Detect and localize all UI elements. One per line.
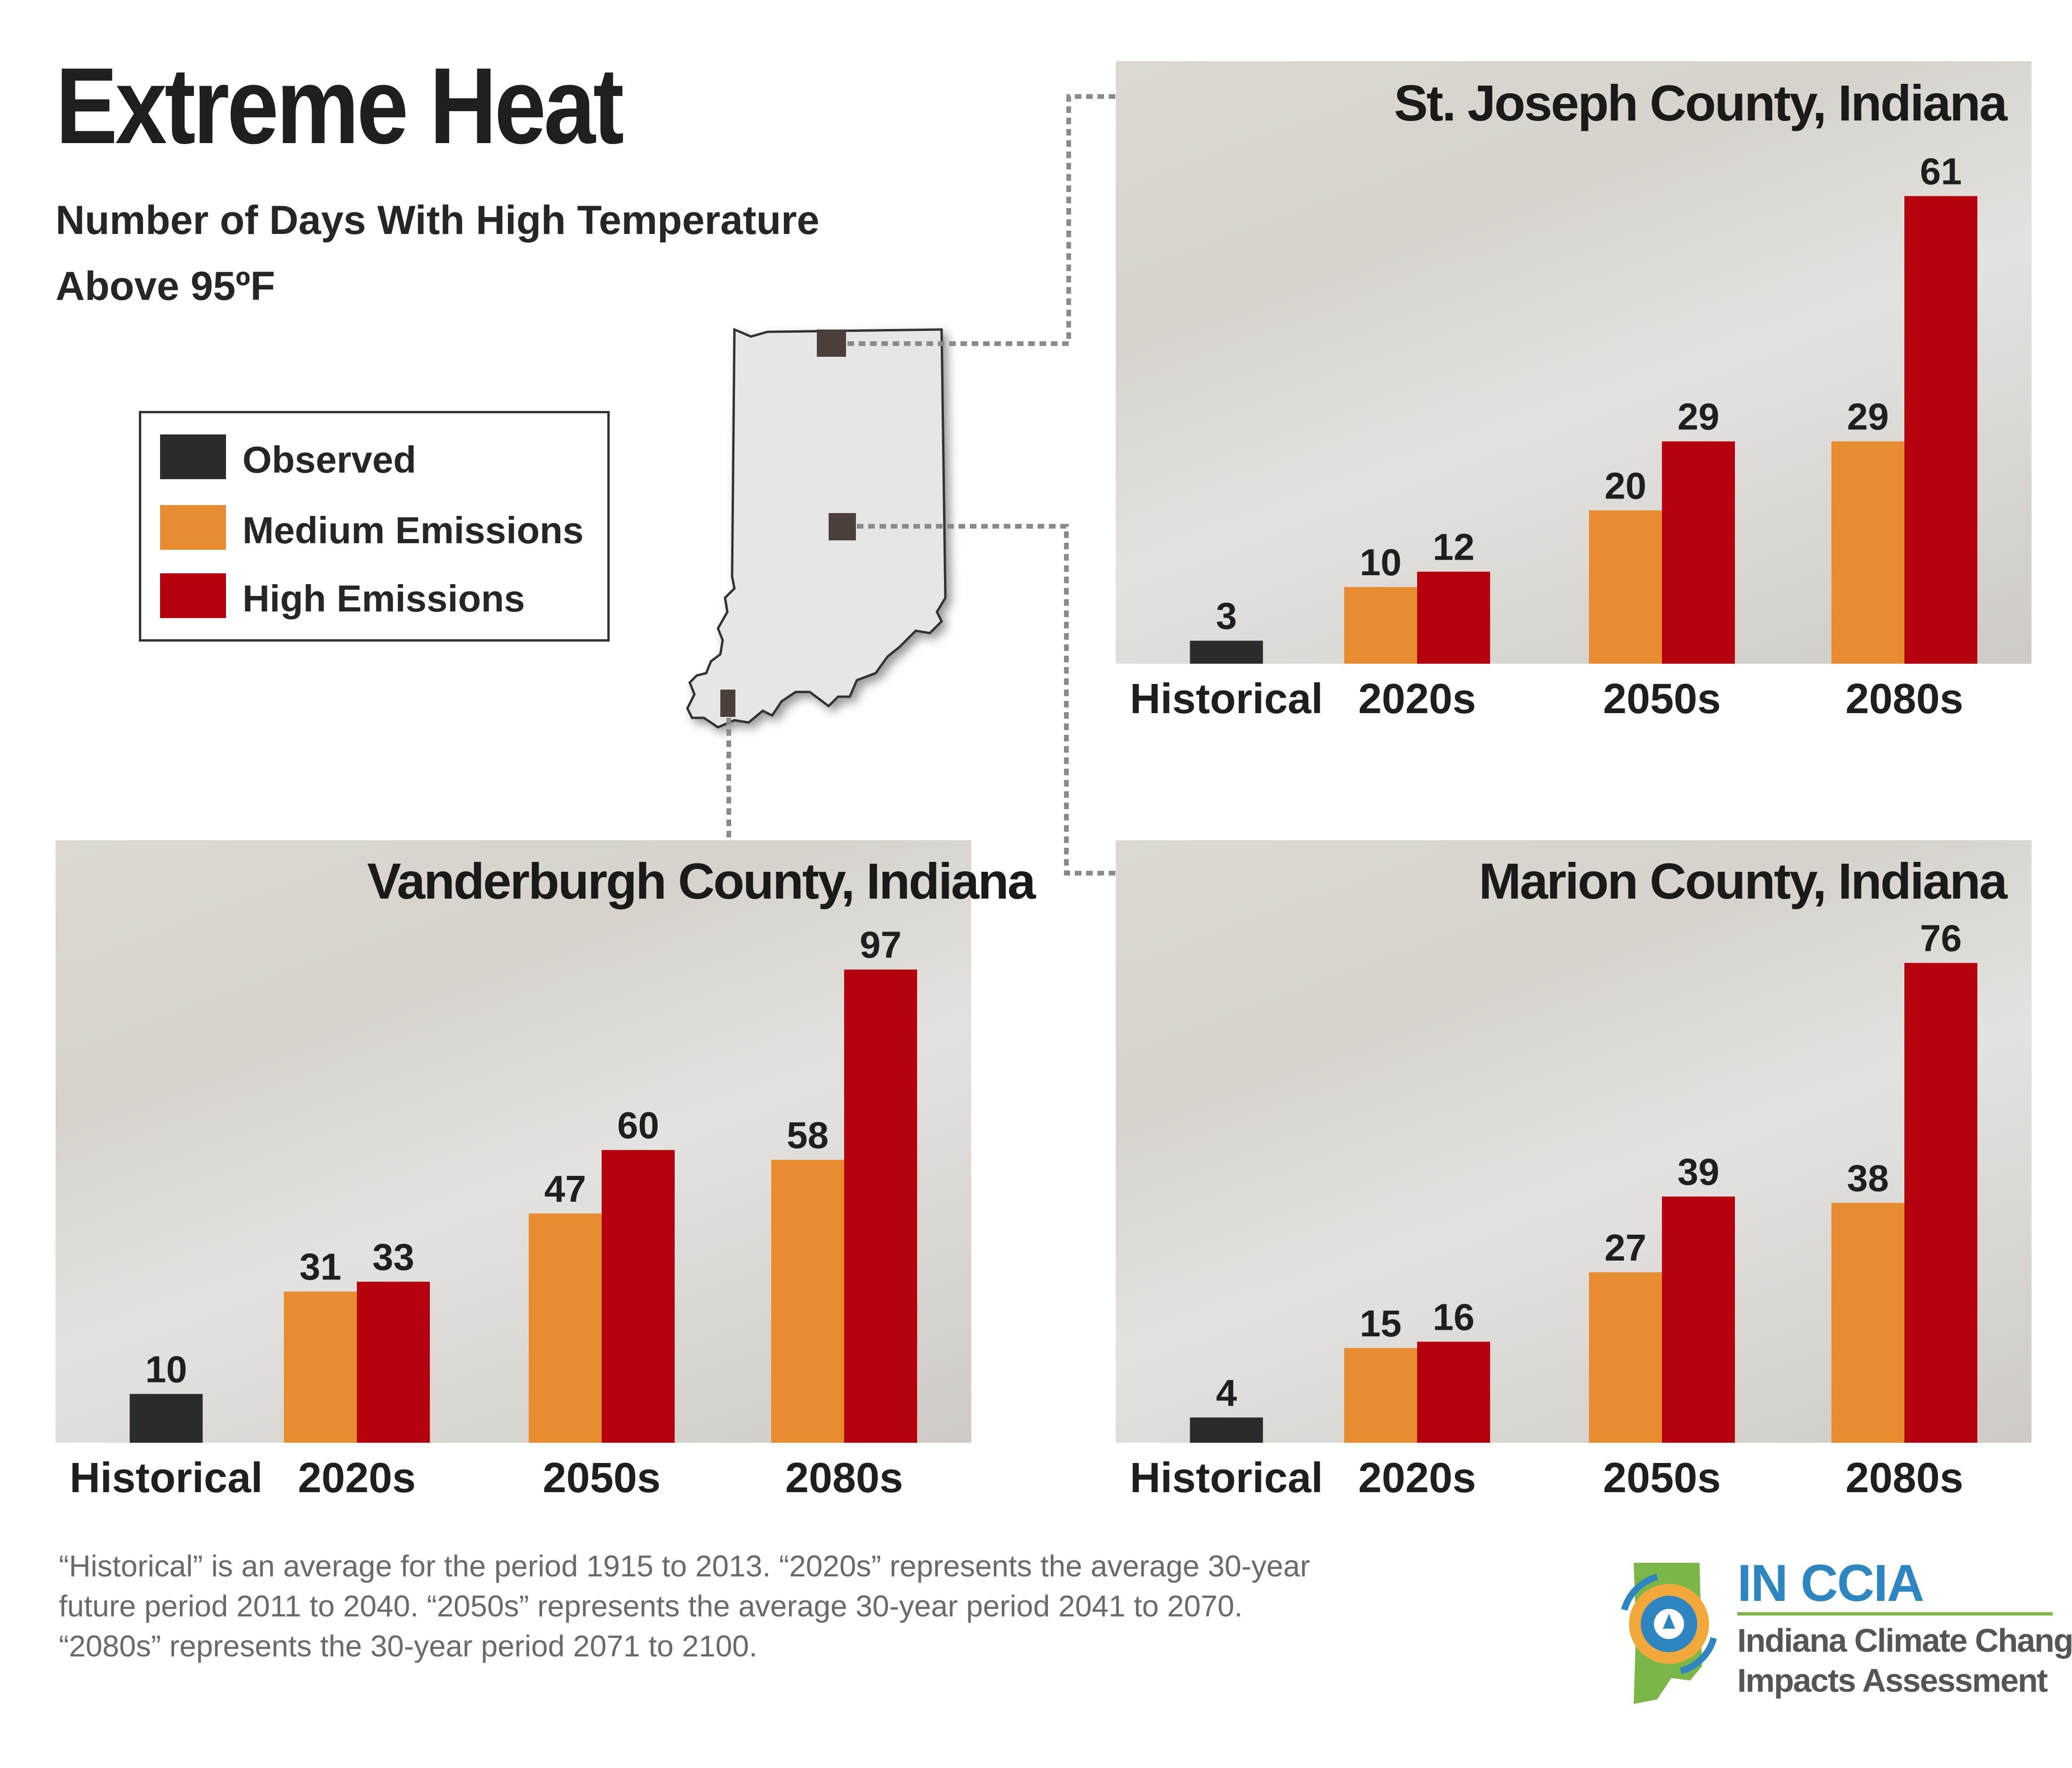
logo-subtitle-line2: Impacts Assessment <box>1737 1662 2048 1699</box>
footnote-line3: “2080s” represents the 30-year period 20… <box>59 1629 758 1663</box>
legend: Observed Medium Emissions High Emissions <box>139 411 610 642</box>
bar-marion-2020s-medium <box>1344 1348 1417 1443</box>
indiana-gear-logo-icon <box>1621 1563 1717 1704</box>
chart-title-vanderburgh: Vanderburgh County, Indiana <box>367 852 1036 909</box>
bar-vanderburgh-2050s-medium <box>529 1213 602 1443</box>
marion-county-marker <box>829 513 856 540</box>
vanderburgh-county-marker <box>720 690 735 717</box>
bar-value-label: 97 <box>860 924 902 966</box>
bar-marion-historical-observed <box>1190 1417 1263 1443</box>
bar-vanderburgh-2020s-medium <box>284 1291 357 1443</box>
bar-value-label: 31 <box>299 1246 341 1288</box>
category-label-2050s: 2050s <box>543 1455 661 1502</box>
bar-value-label: 4 <box>1216 1372 1237 1414</box>
bar-value-label: 3 <box>1216 595 1237 637</box>
st-joseph-county-marker <box>817 329 846 357</box>
chart-title-marion: Marion County, Indiana <box>1479 852 2008 909</box>
category-label-2080s: 2080s <box>1846 675 1963 723</box>
bar-value-label: 58 <box>787 1114 829 1156</box>
legend-swatch-high <box>160 573 226 618</box>
subtitle-line1: Number of Days With High Temperature <box>56 198 820 243</box>
logo-subtitle-line1: Indiana Climate Change <box>1737 1622 2072 1659</box>
category-label-2050s: 2050s <box>1603 1455 1721 1502</box>
bar-value-label: 20 <box>1604 465 1646 506</box>
bar-value-label: 61 <box>1920 151 1962 193</box>
category-label-2080s: 2080s <box>1846 1455 1963 1502</box>
bar-vanderburgh-2050s-high <box>602 1150 675 1443</box>
category-label-historical: Historical <box>1130 1455 1323 1502</box>
chart-marion: 4 Historical 15 16 2020s 27 39 2050s 38 76 2080s <box>1130 917 1977 1502</box>
chart-vanderburgh: 10 Historical 31 33 2020s 47 60 2050s 58 97 2080s <box>70 924 917 1502</box>
bar-st-joseph-2080s-high <box>1904 196 1977 664</box>
bar-value-label: 33 <box>372 1236 414 1278</box>
chart-st-joseph: 3 Historical 10 12 2020s 20 29 2050s 29 61 2080s <box>1130 151 1977 723</box>
indiana-state-outline <box>686 328 947 729</box>
legend-label-high: High Emissions <box>242 578 525 619</box>
bar-value-label: 76 <box>1920 917 1962 959</box>
chart-title-st-joseph: St. Joseph County, Indiana <box>1394 74 2008 131</box>
bar-value-label: 47 <box>544 1168 586 1210</box>
logo-title: IN CCIA <box>1737 1554 1924 1612</box>
legend-label-observed: Observed <box>242 439 417 481</box>
legend-label-medium: Medium Emissions <box>242 509 584 551</box>
legend-swatch-observed <box>160 434 226 479</box>
bar-value-label: 10 <box>1360 541 1402 583</box>
in-ccia-logo: IN CCIA Indiana Climate Change Impacts A… <box>1615 1553 2072 1709</box>
bar-value-label: 10 <box>145 1348 187 1390</box>
logo-divider <box>1737 1612 2053 1615</box>
bar-marion-2050s-high <box>1662 1196 1735 1443</box>
bar-value-label: 29 <box>1847 396 1889 438</box>
bar-marion-2020s-high <box>1417 1342 1490 1443</box>
bar-value-label: 12 <box>1433 526 1475 568</box>
connector-marion <box>857 524 1528 876</box>
footnote: “Historical” is an average for the perio… <box>59 1546 1471 1666</box>
category-label-2020s: 2020s <box>298 1455 416 1502</box>
bar-vanderburgh-historical-observed <box>129 1394 203 1443</box>
bar-st-joseph-2020s-high <box>1417 571 1490 664</box>
category-label-2080s: 2080s <box>785 1455 903 1502</box>
bar-st-joseph-2080s-medium <box>1831 441 1904 664</box>
bar-st-joseph-historical-observed <box>1190 641 1263 664</box>
bar-st-joseph-2050s-medium <box>1589 510 1662 664</box>
page-title: Extreme Heat <box>56 45 624 166</box>
bar-value-label: 38 <box>1847 1157 1889 1199</box>
category-label-2020s: 2020s <box>1358 675 1476 723</box>
bar-st-joseph-2050s-high <box>1662 441 1735 664</box>
subtitle-line2: Above 95ºF <box>56 264 275 309</box>
legend-swatch-medium <box>160 505 226 550</box>
bar-marion-2050s-medium <box>1589 1272 1662 1443</box>
bar-value-label: 60 <box>617 1104 659 1146</box>
bar-value-label: 29 <box>1677 396 1719 438</box>
bar-vanderburgh-2080s-medium <box>771 1159 844 1443</box>
bar-marion-2080s-medium <box>1831 1203 1904 1443</box>
bar-value-label: 27 <box>1604 1227 1646 1269</box>
bar-value-label: 39 <box>1677 1151 1719 1193</box>
category-label-historical: Historical <box>1130 675 1323 723</box>
bar-st-joseph-2020s-medium <box>1344 587 1417 664</box>
category-label-2050s: 2050s <box>1603 675 1721 723</box>
category-label-2020s: 2020s <box>1358 1455 1476 1502</box>
bar-value-label: 15 <box>1360 1302 1402 1344</box>
bar-vanderburgh-2080s-high <box>844 969 917 1443</box>
bar-marion-2080s-high <box>1904 963 1977 1443</box>
category-label-historical: Historical <box>70 1455 263 1502</box>
footnote-line1: “Historical” is an average for the perio… <box>59 1549 1310 1583</box>
footnote-line2: future period 2011 to 2040. “2050s” repr… <box>59 1589 1243 1623</box>
bar-vanderburgh-2020s-high <box>357 1282 430 1443</box>
bar-value-label: 16 <box>1433 1296 1475 1338</box>
